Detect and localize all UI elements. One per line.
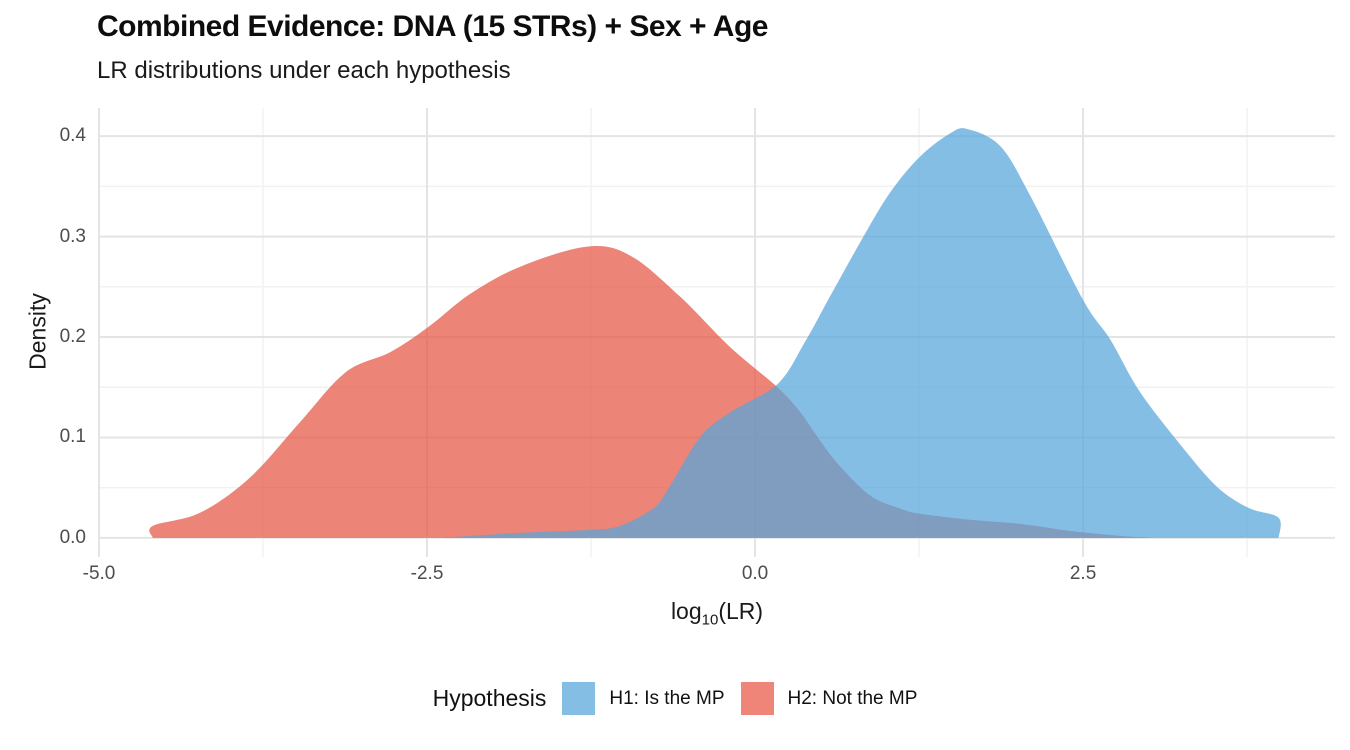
y-tick-label: 0.3 (59, 225, 86, 247)
legend-title: Hypothesis (432, 685, 547, 711)
h2-density-area (149, 246, 1156, 538)
legend-entry-h1: H1: Is the MP (562, 682, 725, 715)
x-tick-label: 2.5 (1069, 563, 1097, 584)
y-tick-label: 0.1 (59, 426, 86, 448)
chart-title: Combined Evidence: DNA (15 STRs) + Sex +… (97, 10, 768, 43)
legend-entry-h2: H2: Not the MP (740, 682, 918, 715)
y-tick-label: 0.0 (59, 526, 86, 548)
x-tick-label: 0.0 (741, 563, 769, 584)
legend-label-h1: H1: Is the MP (609, 687, 725, 709)
legend: Hypothesis H1: Is the MP H2: Not the MP (0, 682, 1350, 715)
x-axis-title-post: (LR) (718, 598, 764, 624)
x-tick-label: -2.5 (410, 563, 444, 584)
legend-swatch-h2 (740, 682, 774, 715)
h1-density-area (440, 128, 1281, 538)
y-tick-label: 0.4 (59, 125, 86, 147)
x-axis-title-pre: log (670, 598, 702, 624)
legend-label-h2: H2: Not the MP (787, 687, 918, 709)
y-tick-label: 0.2 (59, 326, 86, 348)
x-tick-label: -5.0 (82, 563, 116, 584)
legend-swatch-h1 (562, 682, 596, 715)
x-axis-title: log10(LR) (0, 598, 1350, 629)
x-axis-title-sub: 10 (701, 611, 719, 629)
chart-subtitle: LR distributions under each hypothesis (97, 57, 511, 84)
